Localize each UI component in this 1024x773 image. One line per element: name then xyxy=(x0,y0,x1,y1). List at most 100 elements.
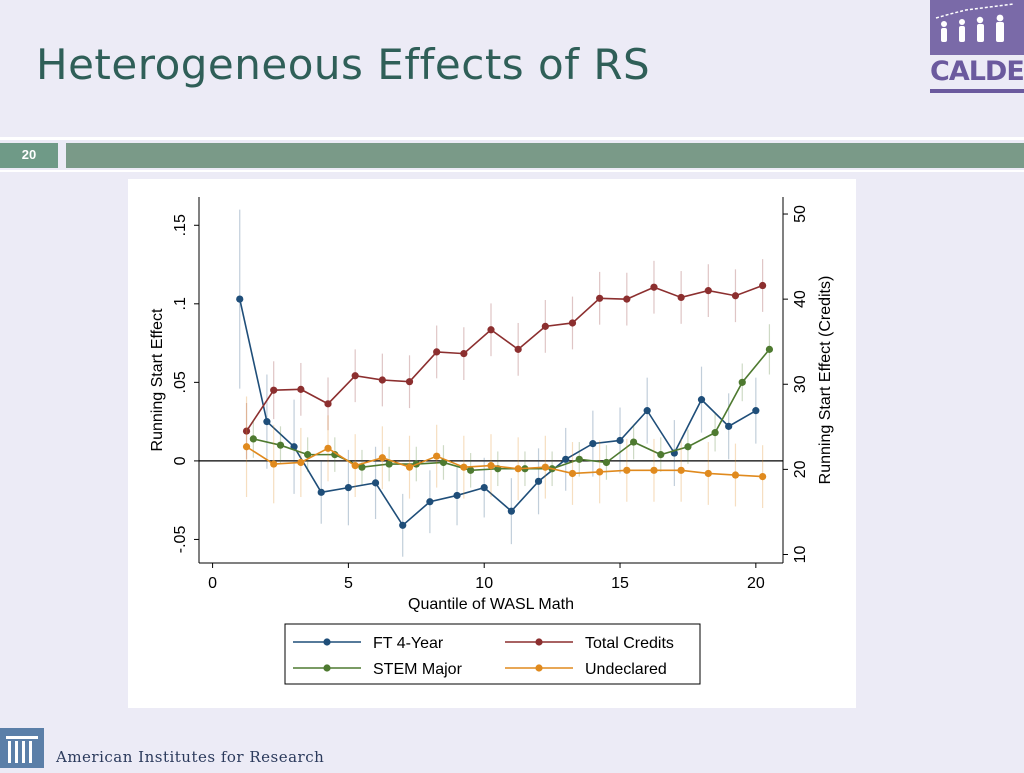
data-point xyxy=(677,293,685,302)
data-point xyxy=(541,463,549,471)
data-point xyxy=(358,463,366,471)
data-point xyxy=(759,281,767,290)
data-point xyxy=(575,455,583,463)
data-point xyxy=(385,460,393,468)
data-point xyxy=(433,452,441,460)
y2-tick-label: 20 xyxy=(792,460,809,478)
legend-item: Total Credits xyxy=(505,635,674,652)
data-point xyxy=(297,458,305,467)
legend-swatch-marker xyxy=(535,638,543,646)
header-accent-bar xyxy=(66,143,1024,168)
y-axis-label: Running Start Effect xyxy=(149,308,166,451)
header-rule-bottom xyxy=(0,170,1024,172)
data-point xyxy=(725,422,733,430)
data-point xyxy=(596,468,604,476)
y2-tick-label: 50 xyxy=(792,205,809,223)
y-tick-label: 0 xyxy=(172,456,189,465)
data-point xyxy=(467,466,475,474)
legend: FT 4-Year Total Credits STEM Major Undeclar… xyxy=(284,623,701,685)
data-point xyxy=(752,407,760,415)
data-point xyxy=(487,326,495,334)
y-tick-label: .1 xyxy=(172,297,189,310)
data-point xyxy=(759,473,767,481)
data-point xyxy=(263,418,271,426)
data-point xyxy=(704,469,712,478)
data-point xyxy=(514,345,522,353)
slide-number: 20 xyxy=(0,143,58,168)
data-point xyxy=(344,484,352,492)
data-point xyxy=(643,407,651,415)
logo-text: CALDER xyxy=(930,56,1024,87)
x-tick-label: 20 xyxy=(747,575,765,592)
data-point xyxy=(738,378,746,386)
data-point xyxy=(351,462,359,470)
legend-swatch-marker xyxy=(535,664,543,672)
data-point xyxy=(711,429,719,437)
data-point xyxy=(270,386,278,394)
data-point xyxy=(242,443,251,451)
x-axis-label: Quantile of WASL Math xyxy=(408,596,574,613)
calder-logo: CALDER xyxy=(930,0,1024,95)
data-point xyxy=(602,458,611,467)
data-point xyxy=(541,322,549,330)
chart-panel xyxy=(128,179,856,708)
data-point xyxy=(480,484,488,492)
series-line xyxy=(238,298,757,527)
data-point xyxy=(378,454,386,462)
data-point xyxy=(324,400,332,408)
series-ft-4-year xyxy=(236,209,760,557)
legend-swatch-marker xyxy=(323,664,331,672)
series-line xyxy=(245,284,763,432)
air-logo-icon xyxy=(0,728,44,768)
y-tick-label: -.05 xyxy=(172,526,189,554)
data-point xyxy=(371,479,380,487)
data-point xyxy=(378,376,386,384)
data-point xyxy=(657,451,665,459)
data-point xyxy=(704,287,712,295)
series-line xyxy=(253,348,771,472)
y-tick-label: .05 xyxy=(172,371,189,393)
data-point xyxy=(242,427,251,435)
series-total-credits xyxy=(242,259,767,460)
legend-item: Undeclared xyxy=(505,661,667,678)
slide-title: Heterogeneous Effects of RS xyxy=(36,40,651,89)
data-point xyxy=(331,451,339,459)
data-point xyxy=(534,477,543,485)
footer-organization: American Institutes for Research xyxy=(56,748,325,766)
data-point xyxy=(568,469,577,478)
data-point xyxy=(460,463,468,471)
data-point xyxy=(731,471,740,479)
data-point xyxy=(697,396,706,404)
x-tick-label: 5 xyxy=(344,575,353,592)
data-point xyxy=(623,466,631,474)
data-point xyxy=(405,378,414,386)
logo-underline xyxy=(930,89,1024,93)
data-point xyxy=(317,488,325,496)
data-point xyxy=(589,440,597,448)
data-point xyxy=(453,491,461,500)
data-point xyxy=(236,295,244,303)
x-tick-label: 15 xyxy=(611,575,629,592)
series-line xyxy=(246,446,763,478)
data-point xyxy=(460,350,468,358)
data-point xyxy=(399,521,407,529)
data-point xyxy=(684,443,692,451)
y2-tick-label: 10 xyxy=(792,545,809,563)
data-point xyxy=(351,372,359,380)
y2-tick-label: 30 xyxy=(792,375,809,393)
legend-item: FT 4-Year xyxy=(293,635,444,652)
data-point xyxy=(650,466,658,474)
data-point xyxy=(596,294,604,302)
data-point xyxy=(623,295,631,303)
y-tick-label: .15 xyxy=(172,214,189,236)
legend-label: Total Credits xyxy=(585,635,674,652)
data-point xyxy=(405,463,414,471)
data-point xyxy=(616,436,624,445)
legend-label: Undeclared xyxy=(585,661,667,678)
data-point xyxy=(276,441,285,449)
data-point xyxy=(297,385,305,393)
legend-item: STEM Major xyxy=(293,661,463,678)
y2-tick-label: 40 xyxy=(792,290,809,308)
x-tick-label: 0 xyxy=(208,575,217,592)
